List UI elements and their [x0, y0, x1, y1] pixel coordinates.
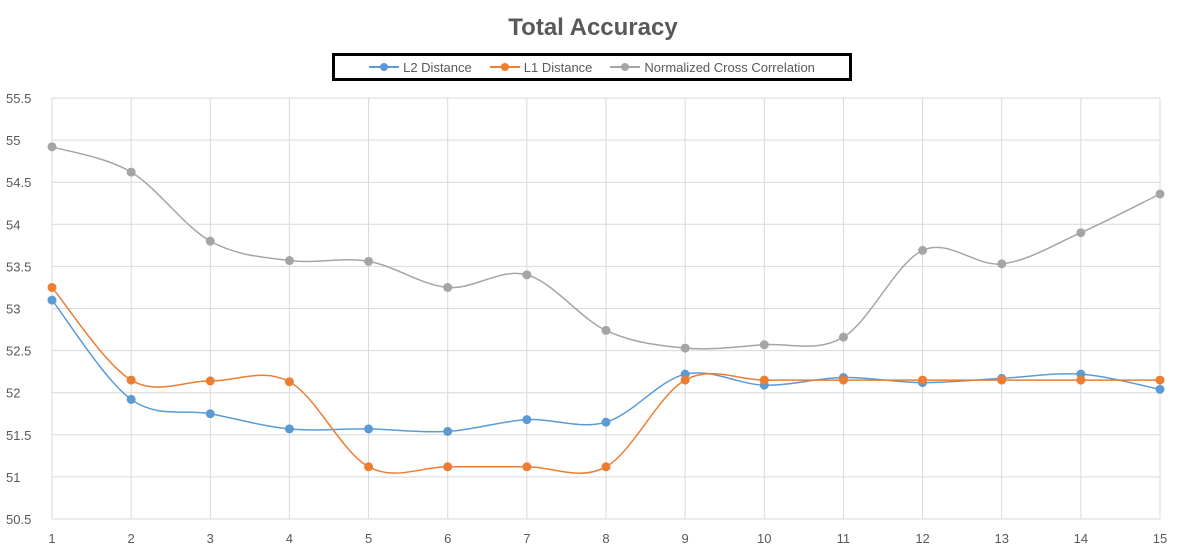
- x-tick-label: 11: [837, 531, 851, 546]
- data-point-ncc-2: [126, 167, 136, 177]
- y-tick-label: 52.5: [6, 344, 31, 359]
- y-tick-label: 51: [6, 470, 20, 485]
- data-point-ncc-10: [759, 340, 769, 350]
- x-tick-label: 7: [523, 531, 530, 546]
- y-tick-label: 50.5: [6, 512, 31, 527]
- x-tick-label: 3: [207, 531, 214, 546]
- y-tick-label: 53.5: [6, 259, 31, 274]
- data-point-ncc-7: [522, 270, 532, 280]
- data-point-ncc-4: [284, 256, 294, 266]
- data-point-l2-4: [284, 424, 294, 434]
- data-point-l1-3: [205, 376, 215, 386]
- legend-swatch-l2: [369, 62, 400, 72]
- data-point-l1-11: [838, 375, 848, 385]
- legend-item-l2: L2 Distance: [369, 60, 472, 75]
- data-point-l1-6: [443, 462, 453, 472]
- data-point-l1-15: [1155, 375, 1165, 385]
- x-tick-label: 4: [286, 531, 293, 546]
- data-point-l1-5: [364, 462, 374, 472]
- data-point-l1-10: [759, 375, 769, 385]
- data-point-ncc-8: [601, 325, 611, 335]
- y-tick-label: 54.5: [6, 175, 31, 190]
- y-tick-label: 53: [6, 302, 20, 317]
- data-point-ncc-6: [443, 282, 453, 292]
- x-tick-label: 8: [602, 531, 609, 546]
- data-point-l2-2: [126, 394, 136, 404]
- data-point-ncc-5: [364, 256, 374, 266]
- data-point-l1-7: [522, 462, 532, 472]
- data-point-l1-4: [284, 377, 294, 387]
- x-tick-label: 12: [915, 531, 929, 546]
- legend-label-l1: L1 Distance: [523, 59, 593, 75]
- data-point-l1-8: [601, 462, 611, 472]
- y-tick-label: 51.5: [6, 428, 31, 443]
- x-tick-label: 13: [994, 531, 1008, 546]
- y-tick-label: 55: [6, 133, 20, 148]
- y-tick-label: 54: [6, 217, 20, 232]
- data-point-l2-15: [1155, 384, 1165, 394]
- legend-label-ncc: Normalized Cross Correlation: [644, 59, 815, 75]
- data-point-l1-13: [997, 375, 1007, 385]
- legend: L2 Distance L1 Distance Normalized Cross…: [332, 53, 852, 81]
- data-point-l2-3: [205, 409, 215, 419]
- x-tick-label: 14: [1074, 531, 1088, 546]
- y-tick-label: 52: [6, 386, 20, 401]
- legend-item-l1: L1 Distance: [489, 59, 593, 75]
- x-tick-label: 2: [128, 531, 135, 546]
- data-point-l2-8: [601, 417, 611, 427]
- x-tick-label: 6: [444, 531, 451, 546]
- x-tick-label: 1: [48, 531, 55, 546]
- data-point-l1-9: [680, 375, 690, 385]
- chart-title: Total Accuracy: [508, 14, 678, 41]
- data-point-ncc-3: [205, 236, 215, 246]
- data-point-l1-2: [126, 375, 136, 385]
- legend-swatch-ncc: [610, 62, 641, 72]
- data-point-ncc-11: [838, 332, 848, 342]
- data-point-ncc-15: [1155, 189, 1165, 199]
- legend-swatch-l1: [489, 62, 520, 72]
- x-tick-label: 9: [682, 531, 689, 546]
- x-tick-label: 15: [1153, 531, 1167, 546]
- data-point-l1-1: [47, 282, 57, 292]
- x-tick-label: 10: [757, 531, 771, 546]
- data-point-ncc-13: [997, 259, 1007, 269]
- data-point-l1-14: [1076, 375, 1086, 385]
- data-point-l1-12: [918, 375, 928, 385]
- legend-item-ncc: Normalized Cross Correlation: [610, 60, 815, 75]
- data-point-l2-1: [47, 295, 57, 305]
- x-tick-label: 5: [365, 531, 372, 546]
- data-point-ncc-14: [1076, 228, 1086, 238]
- data-point-l2-5: [364, 424, 374, 434]
- data-point-ncc-1: [47, 142, 57, 152]
- data-point-l2-7: [522, 415, 532, 425]
- data-point-ncc-12: [918, 245, 928, 255]
- y-tick-label: 55.5: [6, 91, 31, 106]
- data-point-l2-6: [443, 426, 453, 436]
- series-line-l1: [51, 286, 1160, 474]
- legend-label-l2: L2 Distance: [403, 59, 472, 75]
- data-point-ncc-9: [680, 343, 690, 353]
